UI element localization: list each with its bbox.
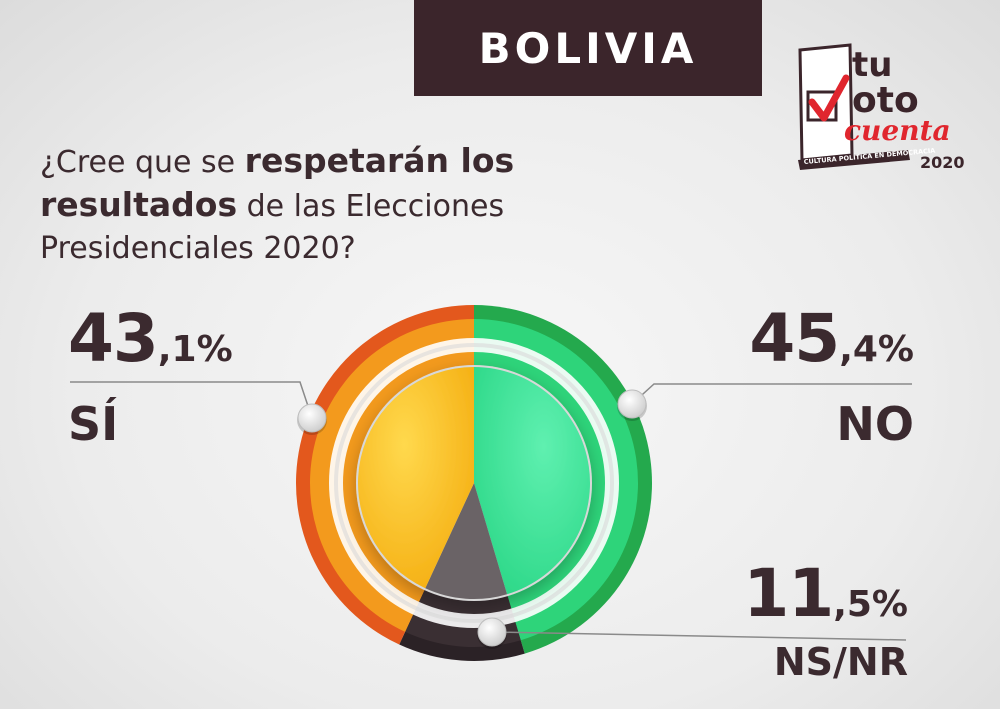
marker-dot-no: [617, 389, 647, 419]
ns-label: NS/NR: [773, 640, 908, 684]
slice-inner-ns: [425, 483, 508, 599]
country-banner: BOLIVIA: [414, 0, 762, 96]
ns-value-int: 11: [743, 555, 834, 632]
pie-inner-disc: [356, 365, 592, 601]
marker-dot-si: [297, 403, 327, 433]
stat-ns: 11,5% NS/NR: [743, 555, 908, 684]
question-bold2: resultados: [40, 185, 238, 224]
slice-inner-si: [357, 367, 474, 589]
no-label: NO: [836, 397, 914, 451]
no-value-int: 45: [749, 300, 840, 377]
logo-tu: tu: [852, 45, 892, 85]
pie-track-shade: [334, 343, 614, 623]
logo-cuenta: cuenta: [844, 114, 951, 147]
country-title: BOLIVIA: [478, 23, 698, 73]
stat-no: 45,4% NO: [749, 300, 914, 451]
slice-inner-no: [474, 367, 590, 595]
ns-value-dec: ,5%: [833, 584, 908, 625]
stat-si: 43,1% SÍ: [68, 300, 233, 451]
si-value-int: 43: [68, 300, 159, 377]
question-part2: de las Elecciones: [237, 189, 505, 224]
question-bold1: respetarán los: [244, 141, 515, 180]
leader-line-ns: [491, 631, 907, 641]
logo-oto: oto: [852, 80, 919, 121]
tagline-band: [798, 150, 910, 170]
si-label: SÍ: [68, 397, 119, 451]
marker-dots: [297, 389, 647, 649]
si-value-dec: ,1%: [157, 329, 233, 370]
logo-year: 2020: [920, 153, 965, 172]
checkmark-icon: [808, 74, 850, 122]
question-line3: Presidenciales 2020?: [40, 231, 356, 266]
question-part1: ¿Cree que se: [40, 145, 245, 180]
no-value-dec: ,4%: [839, 329, 914, 370]
question-title: ¿Cree que se respetarán los resultados d…: [40, 140, 600, 270]
tu-voto-cuenta-logo: tu oto cuenta CULTURA POLÍTICA EN DEMOCR…: [798, 43, 965, 172]
marker-dot-ns: [477, 617, 507, 647]
